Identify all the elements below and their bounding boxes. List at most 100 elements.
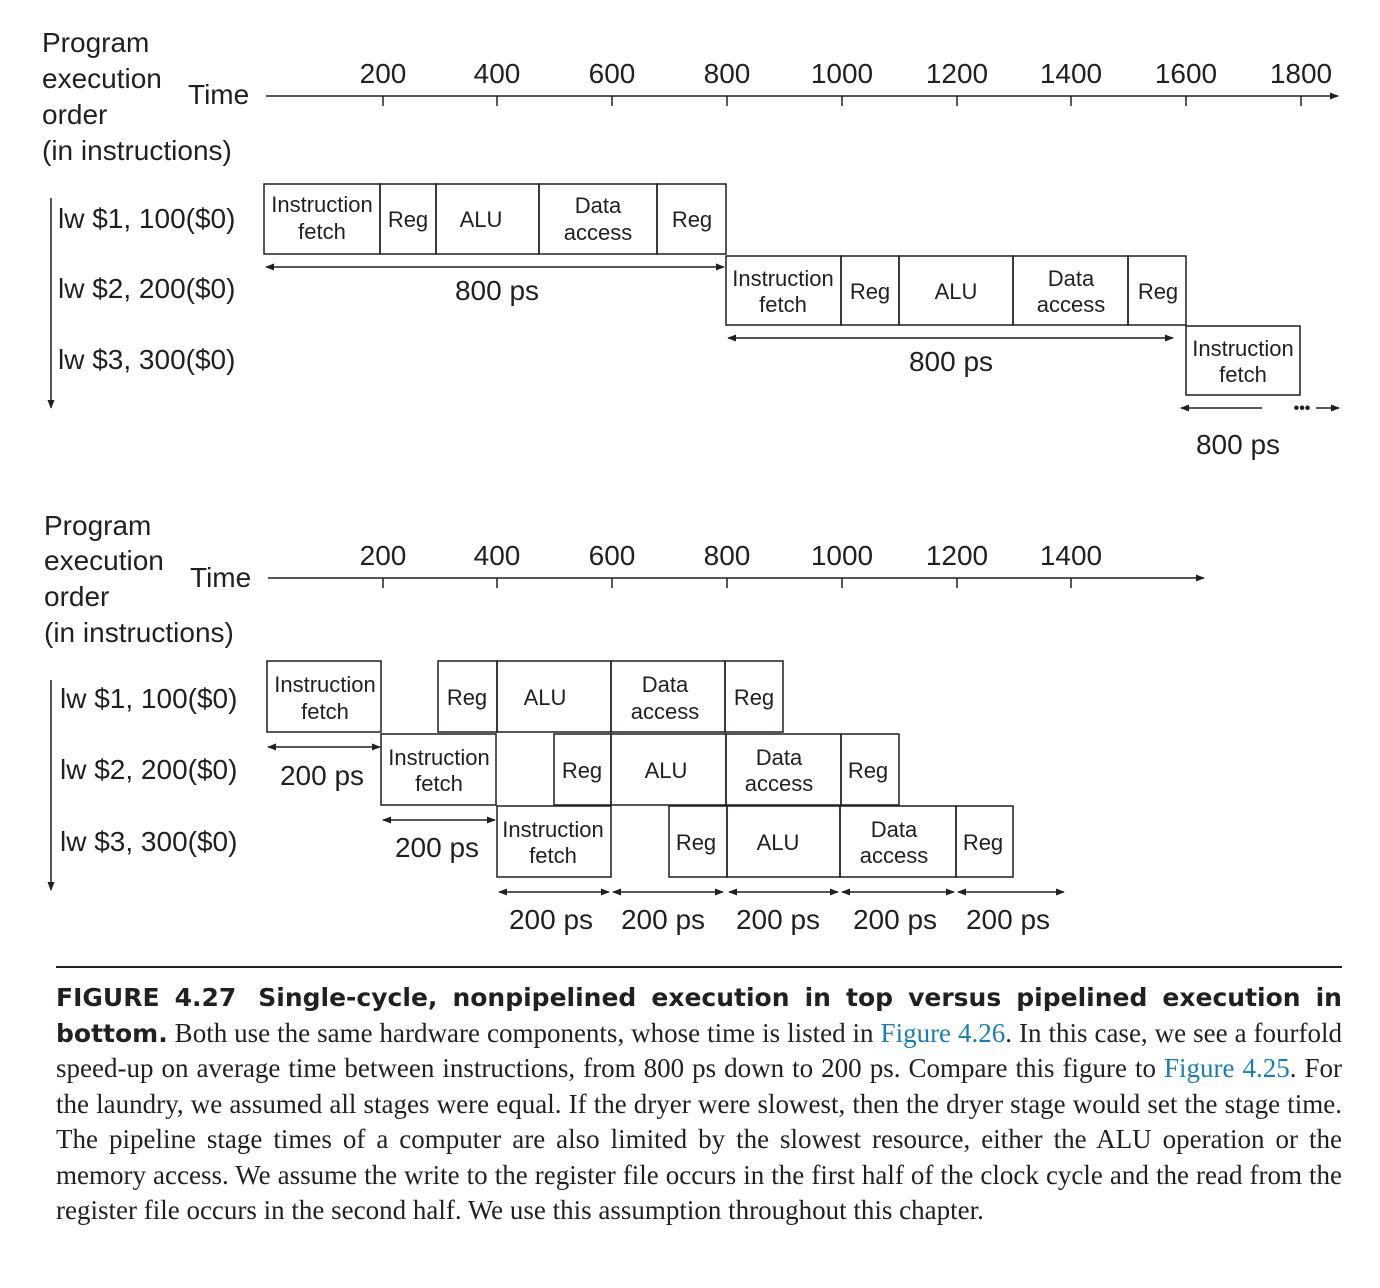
reg-stage — [1127, 255, 1187, 326]
period-label: 200 ps — [736, 904, 820, 935]
instruction-1-stages — [266, 660, 784, 733]
instruction-label: lw $3, 300($0) — [60, 826, 237, 857]
stage-label: Instruction — [388, 745, 490, 770]
figure-title: Single-cycle, nonpipelined execution in … — [56, 983, 1342, 1048]
stage-label: Instruction — [274, 672, 376, 697]
stage-label: Reg — [734, 685, 774, 710]
stage-label: Data — [575, 193, 622, 218]
stage-label: access — [1037, 292, 1105, 317]
instruction-labels: lw $1, 100($0) lw $2, 200($0) lw $3, 300… — [60, 683, 237, 857]
tick-marks — [382, 96, 1302, 106]
tick-label: 600 — [589, 58, 636, 89]
stage-label: access — [860, 843, 928, 868]
instruction-fetch-stage — [266, 660, 382, 733]
tick-label: 1400 — [1040, 58, 1102, 89]
stage-label: Reg — [562, 758, 602, 783]
instruction-1-stage-labels: Instruction fetch Reg ALU Data access Re… — [271, 192, 712, 245]
tick-labels: 200 400 600 800 1000 1200 1400 — [360, 540, 1103, 571]
stage-label: access — [745, 771, 813, 796]
period-label: 800 ps — [1196, 429, 1280, 460]
instruction-labels: lw $1, 100($0) lw $2, 200($0) lw $3, 300… — [58, 203, 235, 375]
tick-label: 200 — [360, 58, 407, 89]
instruction-3-stage-labels: Instruction fetch — [1192, 336, 1294, 387]
period-label: 200 ps — [853, 904, 937, 935]
instruction-2-stages — [725, 255, 1187, 326]
pipelined-diagram: Program execution order (in instructions… — [44, 510, 1205, 935]
stage-label: Instruction — [271, 192, 373, 217]
stage-label: Data — [642, 672, 689, 697]
instruction-fetch-stage — [496, 805, 612, 878]
stage-label: Instruction — [1192, 336, 1294, 361]
tick-label: 1600 — [1155, 58, 1217, 89]
stage-label: ALU — [935, 279, 978, 304]
period-label: 200 ps — [395, 832, 479, 863]
stage-label: Instruction — [732, 266, 834, 291]
tick-label: 800 — [704, 58, 751, 89]
instruction-1-stage-labels: Instruction fetch Reg ALU Data access Re… — [274, 672, 774, 724]
tick-label: 1200 — [926, 540, 988, 571]
tick-marks — [382, 578, 1072, 588]
instruction-label: lw $3, 300($0) — [58, 344, 235, 375]
period-label: 800 ps — [909, 346, 993, 377]
order-label-line: (in instructions) — [42, 135, 232, 166]
caption-text: . In this case, we see a fourfold speed-… — [56, 1017, 1342, 1084]
order-label-line: Program — [44, 510, 151, 541]
instruction-label: lw $2, 200($0) — [58, 273, 235, 304]
tick-label: 400 — [474, 58, 521, 89]
stage-label: Data — [871, 817, 918, 842]
order-label-line: order — [44, 581, 109, 612]
stage-label: Reg — [848, 758, 888, 783]
stage-label: ALU — [645, 758, 688, 783]
tick-label: 1200 — [926, 58, 988, 89]
reg-stage — [656, 183, 727, 255]
tick-label: 200 — [360, 540, 407, 571]
instruction-3-stage-labels: Instruction fetch Reg ALU Data access Re… — [502, 817, 1003, 868]
stage-label: ALU — [757, 830, 800, 855]
instruction-fetch-stage — [380, 733, 497, 806]
order-label-line: order — [42, 99, 107, 130]
stage-label: fetch — [759, 292, 807, 317]
tick-label: 1000 — [811, 540, 873, 571]
instruction-fetch-stage — [1185, 325, 1301, 396]
tick-label: 1800 — [1270, 58, 1332, 89]
instruction-2-stage-labels: Instruction fetch Reg ALU Data access Re… — [388, 745, 888, 796]
instruction-1-stages — [263, 183, 727, 255]
stage-label: Reg — [1138, 279, 1178, 304]
stage-label: fetch — [1219, 362, 1267, 387]
instruction-3-stages — [496, 805, 1014, 878]
stage-label: Reg — [672, 207, 712, 232]
stage-label: Reg — [447, 685, 487, 710]
reg-stage — [955, 805, 1014, 878]
stage-label: Reg — [963, 830, 1003, 855]
continuation-dots: ••• — [1294, 400, 1311, 417]
stage-label: Data — [1048, 266, 1095, 291]
stage-label: Data — [756, 745, 803, 770]
stage-label: access — [564, 220, 632, 245]
instruction-2-stage-labels: Instruction fetch Reg ALU Data access Re… — [732, 266, 1178, 317]
stage-label: ALU — [460, 207, 503, 232]
order-label-line: execution — [44, 545, 164, 576]
period-label: 200 ps — [966, 904, 1050, 935]
reg-stage — [840, 733, 900, 806]
stage-label: Reg — [676, 830, 716, 855]
stage-label: fetch — [415, 771, 463, 796]
tick-label: 1400 — [1040, 540, 1102, 571]
order-label-line: (in instructions) — [44, 617, 234, 648]
nonpipelined-diagram: Program execution order (in instructions… — [42, 27, 1340, 460]
pipeline-diagram: Program execution order (in instructions… — [42, 27, 1340, 935]
stage-label: fetch — [298, 219, 346, 244]
figure-label: FIGURE 4.27 — [56, 983, 237, 1012]
period-label: 800 ps — [455, 275, 539, 306]
figure-reference-link[interactable]: Figure 4.26 — [880, 1017, 1006, 1048]
stage-label: fetch — [301, 699, 349, 724]
stage-period-labels: 200 ps 200 ps 200 ps 200 ps 200 ps — [509, 904, 1050, 935]
stage-label: ALU — [524, 685, 567, 710]
instruction-label: lw $1, 100($0) — [60, 683, 237, 714]
tick-labels: 200 400 600 800 1000 1200 1400 1600 1800 — [360, 58, 1333, 89]
order-label: Program execution order (in instructions… — [44, 510, 234, 648]
period-label: 200 ps — [621, 904, 705, 935]
reg-stage — [724, 660, 784, 733]
figure-reference-link[interactable]: Figure 4.25 — [1163, 1053, 1290, 1083]
stage-label: Instruction — [502, 817, 604, 842]
time-label: Time — [188, 79, 249, 110]
